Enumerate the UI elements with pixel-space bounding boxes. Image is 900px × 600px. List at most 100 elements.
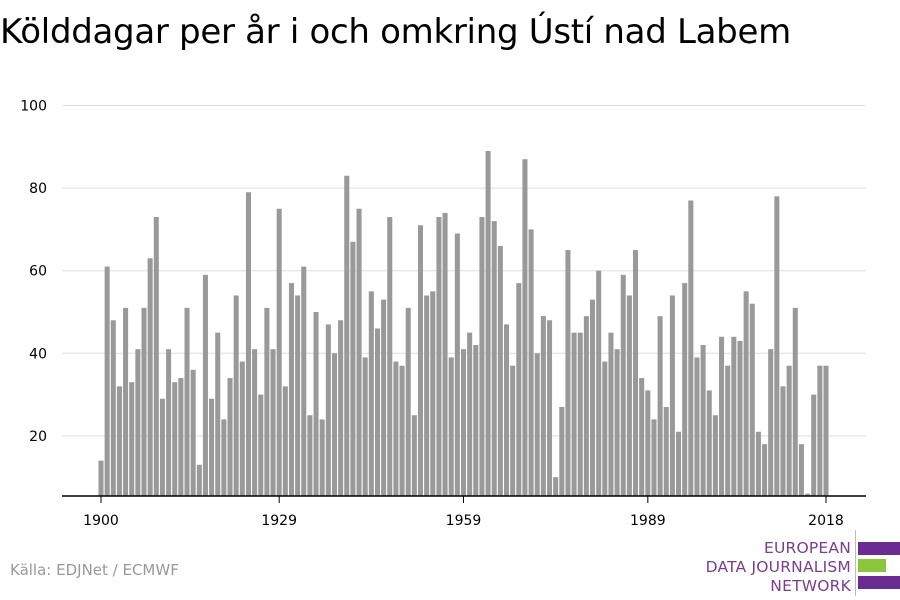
bar <box>153 217 159 496</box>
bar <box>295 295 301 496</box>
bar <box>823 365 829 496</box>
logo-line-2: DATA JOURNALISM <box>705 558 851 576</box>
bar <box>338 320 344 496</box>
bar <box>374 328 380 496</box>
bar <box>633 250 639 496</box>
bar <box>755 431 761 496</box>
bar <box>614 349 620 496</box>
y-tick-label: 100 <box>20 99 47 115</box>
bar <box>282 386 288 496</box>
bar <box>116 386 122 496</box>
bar <box>227 378 233 496</box>
bar <box>393 361 399 496</box>
bar <box>424 295 430 496</box>
bar <box>202 274 208 496</box>
bar <box>571 332 577 496</box>
edjnet-logo: EUROPEAN DATA JOURNALISM NETWORK <box>700 530 900 598</box>
bar <box>276 208 282 496</box>
bar <box>725 365 731 496</box>
bar <box>344 175 350 496</box>
bar <box>448 357 454 496</box>
bar <box>98 460 104 496</box>
x-tick-label: 1959 <box>446 513 482 529</box>
bar <box>645 390 651 496</box>
bar <box>141 307 147 496</box>
logo-line-3: NETWORK <box>770 577 851 595</box>
bar <box>215 332 221 496</box>
bar <box>762 444 768 496</box>
bar <box>768 349 774 496</box>
bar <box>178 378 184 496</box>
bar <box>331 353 337 496</box>
bar <box>239 361 245 496</box>
bar <box>442 212 448 496</box>
bar <box>774 196 780 497</box>
bar <box>596 270 602 496</box>
bar <box>503 324 510 496</box>
bar <box>682 283 688 496</box>
bar <box>129 382 135 496</box>
bar <box>737 340 743 496</box>
bar <box>553 477 559 496</box>
bar <box>540 316 546 496</box>
bar <box>110 320 116 496</box>
bar <box>602 361 608 496</box>
x-tick-label: 1900 <box>83 513 119 529</box>
bar <box>731 336 737 496</box>
bar <box>399 365 405 496</box>
bar <box>325 324 331 496</box>
y-tick-label: 80 <box>29 181 47 197</box>
bar <box>411 415 417 496</box>
bar <box>817 365 823 496</box>
bar <box>473 345 479 496</box>
bar <box>387 217 393 496</box>
bar <box>694 357 700 496</box>
logo-divider <box>855 530 856 596</box>
y-tick-label: 60 <box>29 264 47 280</box>
bar <box>626 295 632 496</box>
bar <box>104 266 110 496</box>
chart-title: Kölddagar per år i och omkring Ústí nad … <box>0 12 791 52</box>
logo-bar-purple-bottom <box>858 576 900 589</box>
bar <box>184 307 190 496</box>
bar <box>743 291 749 496</box>
bar <box>510 365 516 496</box>
bar <box>565 250 571 496</box>
bar <box>497 245 503 496</box>
bar <box>196 464 202 496</box>
y-tick-label: 40 <box>29 346 47 362</box>
bar <box>209 398 215 496</box>
y-tick-labels: 20 40 60 80 100 <box>20 99 47 445</box>
bar <box>706 390 712 496</box>
bar <box>559 406 565 496</box>
bar <box>639 378 645 496</box>
bar <box>467 332 473 496</box>
bar <box>166 349 172 496</box>
bar <box>417 225 424 496</box>
bar <box>792 307 798 496</box>
bar <box>172 382 178 496</box>
bar <box>663 406 669 496</box>
source-note: Källa: EDJNet / ECMWF <box>10 561 179 579</box>
bar <box>381 299 387 496</box>
bar <box>233 295 239 496</box>
bar <box>657 316 663 496</box>
bar <box>270 349 276 496</box>
logo-bar-purple-top <box>858 542 900 555</box>
bar <box>805 493 811 496</box>
bar <box>811 394 817 496</box>
bar <box>405 307 411 496</box>
bar <box>356 208 362 496</box>
bar <box>319 419 325 496</box>
bar <box>362 357 368 496</box>
bar <box>583 316 589 496</box>
bar <box>123 307 129 496</box>
logo-bar-green <box>858 559 886 572</box>
bar <box>491 221 497 496</box>
bar <box>547 320 553 496</box>
bar <box>577 332 583 496</box>
bar <box>288 283 294 496</box>
bar <box>245 192 251 497</box>
bar <box>485 150 491 496</box>
